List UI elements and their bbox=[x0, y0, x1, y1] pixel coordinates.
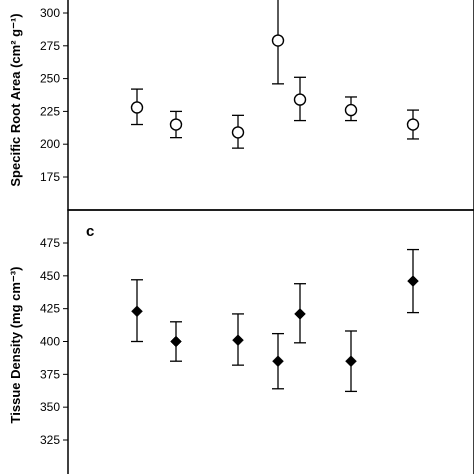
td-y-tick-label: 400 bbox=[40, 335, 60, 349]
td-data-point bbox=[294, 283, 306, 344]
sra-data-point bbox=[344, 96, 358, 122]
td-data-point bbox=[345, 330, 357, 393]
td-diamond-marker bbox=[407, 275, 419, 287]
panel-bottom-data-points bbox=[131, 248, 419, 393]
sra-y-tick-label: 300 bbox=[40, 6, 60, 20]
panel-tissue-density: c Tissue Density (mg cm⁻³) 325 350 375 400 4… bbox=[8, 209, 474, 474]
td-diamond-marker bbox=[345, 355, 357, 368]
sra-open-circle-marker bbox=[169, 118, 183, 131]
td-y-tick-label: 425 bbox=[40, 302, 60, 316]
sra-y-tick-label: 200 bbox=[40, 137, 60, 151]
td-y-tick-label: 375 bbox=[40, 367, 60, 381]
td-data-point bbox=[272, 332, 284, 390]
panel-bottom-frame bbox=[67, 209, 474, 474]
sra-data-point bbox=[169, 110, 183, 139]
sra-y-tick-label: 225 bbox=[40, 104, 60, 118]
td-diamond-marker bbox=[294, 308, 306, 320]
sra-open-circle-marker bbox=[231, 126, 245, 139]
sra-data-point bbox=[130, 88, 144, 126]
panel-top-data-points bbox=[130, 0, 420, 149]
td-y-tick-label: 475 bbox=[40, 236, 60, 250]
panel-bottom-y-ticks: 325 350 375 400 425 450 475 bbox=[40, 236, 68, 447]
panel-label-c: c bbox=[86, 223, 94, 240]
y-axis-title-specific-root-area: Specific Root Area (cm² g⁻¹) bbox=[8, 13, 23, 186]
sra-open-circle-marker bbox=[130, 101, 144, 114]
sra-data-point bbox=[271, 0, 285, 85]
panel-specific-root-area: Specific Root Area (cm² g⁻¹) 175 200 225 25… bbox=[8, 0, 474, 211]
td-diamond-marker bbox=[131, 305, 143, 318]
sra-open-circle-marker bbox=[406, 118, 420, 131]
sra-y-tick-label: 175 bbox=[40, 170, 60, 184]
panel-top-frame bbox=[67, 0, 474, 211]
td-y-tick-label: 450 bbox=[40, 269, 60, 283]
td-data-point bbox=[131, 279, 143, 343]
sra-y-tick-label: 275 bbox=[40, 39, 60, 53]
sra-data-point bbox=[406, 109, 420, 140]
sra-data-point bbox=[293, 76, 307, 122]
sra-data-point bbox=[231, 114, 245, 149]
sra-y-tick-label: 250 bbox=[40, 72, 60, 86]
panel-top-y-ticks: 175 200 225 250 275 300 bbox=[40, 6, 68, 184]
td-data-point bbox=[232, 313, 244, 366]
y-axis-title-tissue-density: Tissue Density (mg cm⁻³) bbox=[8, 267, 23, 424]
sra-open-circle-marker bbox=[271, 34, 285, 47]
td-diamond-marker bbox=[170, 335, 182, 348]
td-diamond-marker bbox=[232, 334, 244, 347]
td-diamond-marker bbox=[272, 355, 284, 368]
sra-open-circle-marker bbox=[293, 93, 307, 106]
sra-open-circle-marker bbox=[344, 103, 358, 117]
td-data-point bbox=[170, 321, 182, 362]
td-y-tick-label: 325 bbox=[40, 433, 60, 447]
td-data-point bbox=[407, 248, 419, 314]
td-y-tick-label: 350 bbox=[40, 400, 60, 414]
